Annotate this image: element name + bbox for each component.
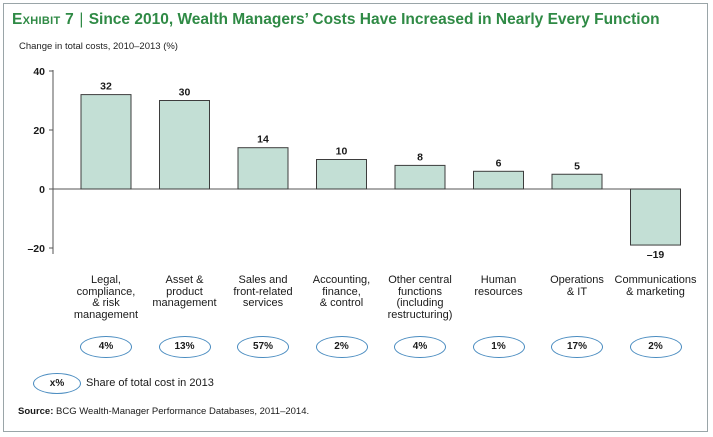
share-of-total-cost: 4% (80, 336, 132, 358)
bar-value-label: 5 (574, 160, 580, 172)
legend-ellipse: x% (33, 373, 81, 394)
exhibit-number: Exhibit 7 (12, 11, 75, 28)
category-label: Asset & product management (152, 274, 217, 309)
category-label: Communications & marketing (614, 274, 697, 298)
source-note: Source: BCG Wealth-Manager Performance D… (18, 406, 309, 417)
y-tick-label: –20 (27, 243, 45, 255)
category-label: Other central functions (including restr… (387, 274, 453, 321)
y-axis-label: Change in total costs, 2010–2013 (%) (19, 41, 178, 52)
title-separator: | (79, 11, 84, 28)
category-label: Accounting, finance, & control (312, 274, 371, 309)
y-tick-label: 20 (33, 125, 45, 137)
category-label: Human resources (474, 274, 523, 298)
y-tick-label: 40 (33, 66, 45, 78)
bar-value-label: 14 (257, 134, 269, 146)
exhibit-frame (3, 3, 708, 432)
bar-value-label: 32 (100, 81, 112, 93)
bar (394, 164, 446, 190)
y-tick-label: 0 (39, 184, 45, 196)
bar-value-label: 6 (496, 157, 502, 169)
bar-value-label: 8 (417, 151, 423, 163)
bar (316, 159, 367, 190)
category-label: Sales and front-related services (233, 274, 293, 309)
bar (473, 170, 524, 190)
share-of-total-cost: 2% (315, 336, 368, 358)
share-of-total-cost: 4% (394, 336, 446, 358)
bar-value-label: –19 (647, 249, 665, 261)
bar (80, 94, 132, 190)
share-of-total-cost: 13% (158, 336, 211, 358)
bar-value-label: 10 (336, 146, 348, 158)
legend-text: Share of total cost in 2013 (86, 377, 214, 389)
bar (237, 147, 289, 190)
title-text: Since 2010, Wealth Managers’ Costs Have … (88, 11, 660, 28)
category-label: Operations & IT (550, 274, 604, 298)
share-of-total-cost: 2% (629, 336, 682, 358)
bar-value-label: 30 (179, 87, 191, 99)
share-of-total-cost: 1% (472, 336, 525, 358)
bar (551, 173, 603, 190)
source-text: BCG Wealth-Manager Performance Databases… (56, 406, 310, 417)
share-of-total-cost: 17% (551, 336, 603, 358)
share-of-total-cost: 57% (237, 336, 289, 358)
source-label: Source: (18, 406, 54, 417)
bar (159, 100, 210, 190)
category-label: Legal, compliance, & risk management (73, 274, 139, 321)
chart-title: Exhibit 7 | Since 2010, Wealth Managers’… (12, 11, 660, 29)
bar (630, 188, 681, 246)
